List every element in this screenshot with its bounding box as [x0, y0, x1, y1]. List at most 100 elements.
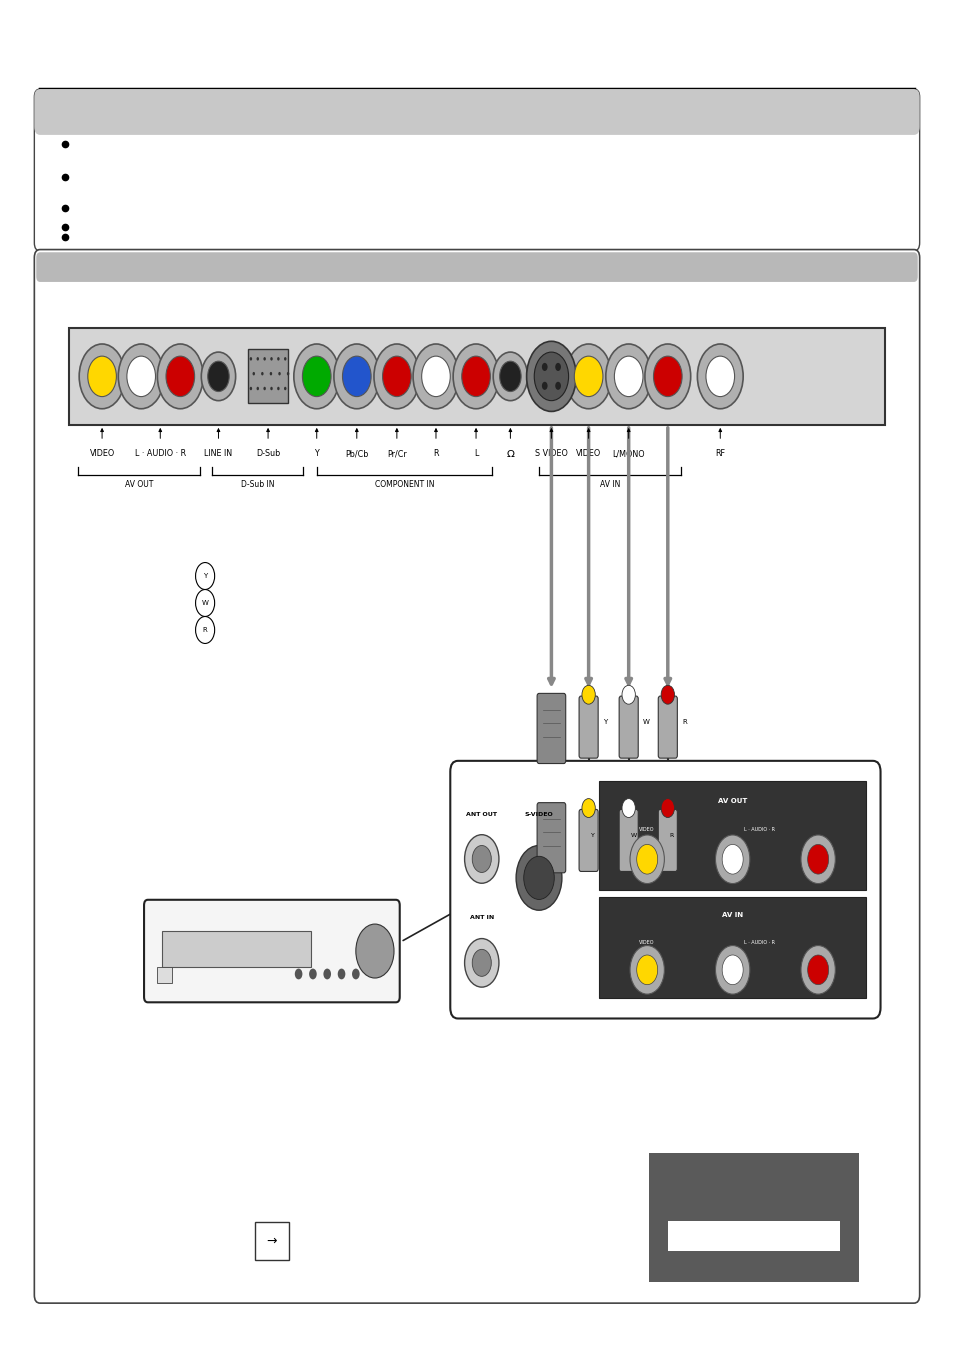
Text: W: W [642, 719, 649, 724]
Circle shape [801, 835, 835, 884]
Circle shape [807, 844, 828, 874]
Text: W: W [201, 600, 209, 606]
Circle shape [629, 946, 663, 994]
Circle shape [721, 844, 742, 874]
Circle shape [263, 387, 266, 390]
Text: L · AUDIO · R: L · AUDIO · R [743, 940, 774, 944]
Text: Pb/Cb: Pb/Cb [345, 449, 368, 459]
FancyBboxPatch shape [537, 693, 565, 764]
Circle shape [526, 341, 576, 411]
Circle shape [464, 835, 498, 884]
Circle shape [127, 356, 155, 397]
FancyBboxPatch shape [144, 900, 399, 1002]
Circle shape [499, 362, 520, 391]
Text: Y: Y [203, 573, 207, 579]
Circle shape [721, 955, 742, 985]
Circle shape [614, 356, 642, 397]
Circle shape [493, 352, 527, 401]
Circle shape [195, 616, 214, 643]
Circle shape [555, 363, 560, 371]
Circle shape [342, 356, 371, 397]
Circle shape [453, 344, 498, 409]
Circle shape [581, 685, 595, 704]
Circle shape [276, 387, 279, 390]
Circle shape [157, 344, 203, 409]
Text: VIDEO: VIDEO [90, 449, 114, 459]
Text: VIDEO: VIDEO [639, 827, 655, 832]
Circle shape [201, 352, 235, 401]
Text: L: L [474, 449, 477, 459]
Text: COMPONENT IN: COMPONENT IN [375, 480, 434, 490]
Circle shape [118, 344, 164, 409]
Text: AV OUT: AV OUT [125, 480, 153, 490]
FancyBboxPatch shape [658, 696, 677, 758]
FancyBboxPatch shape [450, 761, 880, 1018]
Circle shape [253, 372, 254, 375]
Circle shape [250, 387, 252, 390]
Circle shape [334, 344, 379, 409]
Circle shape [263, 357, 266, 360]
Text: R: R [669, 832, 673, 838]
FancyBboxPatch shape [157, 967, 172, 983]
Circle shape [581, 799, 595, 817]
Text: AV IN: AV IN [721, 912, 742, 919]
Circle shape [472, 846, 491, 873]
Circle shape [697, 344, 742, 409]
Circle shape [636, 955, 657, 985]
Circle shape [287, 372, 289, 375]
FancyBboxPatch shape [648, 1153, 858, 1282]
Circle shape [166, 356, 194, 397]
FancyBboxPatch shape [618, 809, 638, 871]
Circle shape [421, 356, 450, 397]
Circle shape [461, 356, 490, 397]
Circle shape [261, 372, 263, 375]
Circle shape [382, 356, 411, 397]
Circle shape [636, 844, 657, 874]
Circle shape [629, 835, 663, 884]
Circle shape [270, 372, 272, 375]
Circle shape [374, 344, 419, 409]
Text: L/MONO: L/MONO [612, 449, 644, 459]
Circle shape [541, 363, 547, 371]
Circle shape [208, 362, 229, 391]
Circle shape [278, 372, 280, 375]
Text: Y: Y [602, 719, 606, 724]
Text: →: → [266, 1234, 277, 1248]
Text: Ω: Ω [506, 449, 514, 459]
Circle shape [541, 382, 547, 390]
FancyBboxPatch shape [34, 250, 919, 1303]
Text: R: R [433, 449, 438, 459]
Text: AV IN: AV IN [599, 480, 619, 490]
FancyBboxPatch shape [69, 328, 884, 425]
Circle shape [660, 685, 674, 704]
Circle shape [79, 344, 125, 409]
Text: Y: Y [314, 449, 318, 459]
FancyBboxPatch shape [34, 89, 919, 251]
Circle shape [413, 344, 458, 409]
Circle shape [195, 590, 214, 616]
Circle shape [284, 387, 286, 390]
FancyBboxPatch shape [578, 696, 598, 758]
Circle shape [715, 946, 749, 994]
Circle shape [807, 955, 828, 985]
Circle shape [294, 969, 302, 979]
FancyBboxPatch shape [34, 89, 919, 135]
Text: ANT IN: ANT IN [469, 916, 494, 920]
Circle shape [323, 969, 331, 979]
Circle shape [605, 344, 651, 409]
Circle shape [355, 924, 394, 978]
Circle shape [276, 357, 279, 360]
Circle shape [555, 382, 560, 390]
Text: L · AUDIO · R: L · AUDIO · R [743, 827, 774, 832]
Text: D-Sub: D-Sub [255, 449, 280, 459]
Circle shape [256, 357, 258, 360]
Circle shape [337, 969, 345, 979]
Circle shape [195, 563, 214, 590]
Text: S-VIDEO: S-VIDEO [524, 812, 553, 816]
FancyBboxPatch shape [667, 1221, 839, 1251]
FancyBboxPatch shape [248, 349, 288, 403]
Circle shape [294, 344, 339, 409]
Text: VIDEO: VIDEO [576, 449, 600, 459]
Text: S VIDEO: S VIDEO [535, 449, 567, 459]
FancyBboxPatch shape [36, 252, 917, 282]
